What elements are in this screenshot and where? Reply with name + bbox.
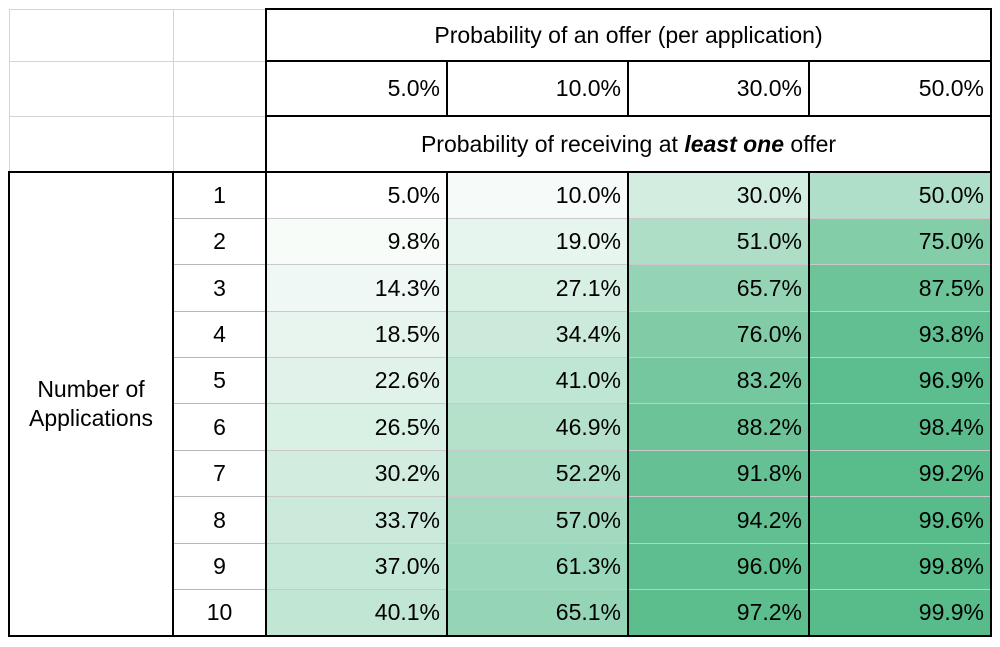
- heatmap-cell: 51.0%: [627, 217, 810, 266]
- heatmap-cell: 61.3%: [446, 542, 629, 591]
- table-row: 8 33.7% 57.0% 94.2% 99.6%: [9, 496, 992, 544]
- offer-rate-header: 10.0%: [446, 60, 629, 117]
- heatmap-cell: 30.2%: [265, 449, 448, 498]
- table-row: 9 37.0% 61.3% 96.0% 99.8%: [9, 542, 992, 591]
- heatmap-cell: 52.2%: [446, 449, 629, 498]
- heatmap-cell: 46.9%: [446, 403, 629, 451]
- heatmap-cell: 99.8%: [808, 542, 992, 591]
- heatmap-cell: 97.2%: [627, 589, 810, 637]
- table-row: 10 40.1% 65.1% 97.2% 99.9%: [9, 589, 992, 637]
- offers-probability-table: Probability of an offer (per application…: [8, 8, 992, 637]
- offer-rate-header: 50.0%: [808, 60, 992, 117]
- heatmap-cell: 14.3%: [265, 264, 448, 312]
- applications-table-body: Number of Applications 1 5.0% 10.0% 30.0% 50.0…: [8, 170, 992, 637]
- heatmap-cell: 87.5%: [808, 264, 992, 312]
- probability-heatmap-sheet: Probability of an offer (per application…: [8, 8, 992, 637]
- offer-rate-header: 5.0%: [265, 60, 448, 117]
- row-number: 5: [172, 357, 267, 405]
- heatmap-cell: 27.1%: [446, 264, 629, 312]
- table-row: 7 30.2% 52.2% 91.8% 99.2%: [9, 449, 992, 498]
- empty-cell: [8, 8, 174, 62]
- heatmap-cell: 88.2%: [627, 403, 810, 451]
- heatmap-cell: 91.8%: [627, 449, 810, 498]
- heatmap-cell: 10.0%: [446, 170, 629, 219]
- table-row: 2 9.8% 19.0% 51.0% 75.0%: [9, 217, 992, 266]
- row-number: 6: [172, 403, 267, 451]
- row-number: 8: [172, 496, 267, 544]
- heatmap-cell: 37.0%: [265, 542, 448, 591]
- heatmap-cell: 26.5%: [265, 403, 448, 451]
- heatmap-cell: 96.0%: [627, 542, 810, 591]
- heatmap-cell: 96.9%: [808, 357, 992, 405]
- heatmap-cell: 99.6%: [808, 496, 992, 544]
- heatmap-cell: 34.4%: [446, 310, 629, 359]
- heatmap-cell: 94.2%: [627, 496, 810, 544]
- empty-cell: [8, 115, 174, 173]
- subtitle-row: Probability of receiving at least one of…: [8, 115, 992, 173]
- heatmap-cell: 18.5%: [265, 310, 448, 359]
- heatmap-cell: 75.0%: [808, 217, 992, 266]
- row-number: 2: [172, 217, 267, 266]
- table-row: 4 18.5% 34.4% 76.0% 93.8%: [9, 310, 992, 359]
- heatmap-cell: 30.0%: [627, 170, 810, 219]
- heatmap-cell: 41.0%: [446, 357, 629, 405]
- heatmap-cell: 65.7%: [627, 264, 810, 312]
- row-number: 7: [172, 449, 267, 498]
- heatmap-cell: 65.1%: [446, 589, 629, 637]
- heatmap-cell: 93.8%: [808, 310, 992, 359]
- heatmap-cell: 33.7%: [265, 496, 448, 544]
- heatmap-cell: 9.8%: [265, 217, 448, 266]
- row-number: 4: [172, 310, 267, 359]
- empty-cell: [172, 8, 267, 62]
- subtitle-emphasis: least one: [684, 130, 785, 157]
- heatmap-cell: 57.0%: [446, 496, 629, 544]
- offer-rate-header-row: 5.0% 10.0% 30.0% 50.0%: [8, 60, 992, 117]
- column-axis-title: Probability of an offer (per application…: [265, 8, 992, 62]
- subtitle-text-prefix: Probability of receiving at: [420, 130, 685, 157]
- heatmap-cell: 98.4%: [808, 403, 992, 451]
- empty-cell: [172, 60, 267, 117]
- empty-cell: [172, 115, 267, 173]
- heatmap-cell: 22.6%: [265, 357, 448, 405]
- table-row: Number of Applications 1 5.0% 10.0% 30.0% 50.0…: [8, 170, 992, 637]
- heatmap-cell: 76.0%: [627, 310, 810, 359]
- heatmap-cell: 5.0%: [265, 170, 448, 219]
- heatmap-cell: 50.0%: [808, 170, 992, 219]
- title-row: Probability of an offer (per application…: [8, 8, 992, 62]
- subtitle-text-suffix: offer: [784, 130, 837, 157]
- row-axis-title-line: Applications: [28, 404, 154, 431]
- row-axis-title-line: Number of: [37, 376, 145, 403]
- row-number: 10: [172, 589, 267, 637]
- heatmap-cell: 99.9%: [808, 589, 992, 637]
- row-number: 1: [172, 170, 267, 219]
- row-number: 3: [172, 264, 267, 312]
- table-row: 5 22.6% 41.0% 83.2% 96.9%: [9, 357, 992, 405]
- row-number: 9: [172, 542, 267, 591]
- table-row: 3 14.3% 27.1% 65.7% 87.5%: [9, 264, 992, 312]
- offer-rate-header: 30.0%: [627, 60, 810, 117]
- row-axis-title: Number of Applications: [8, 171, 174, 637]
- heatmap-cell: 40.1%: [265, 589, 448, 637]
- heatmap-cell: 19.0%: [446, 217, 629, 266]
- empty-cell: [8, 60, 174, 117]
- table-subtitle: Probability of receiving at least one of…: [265, 115, 992, 173]
- heatmap-cell: 83.2%: [627, 357, 810, 405]
- heatmap-cell: 99.2%: [808, 449, 992, 498]
